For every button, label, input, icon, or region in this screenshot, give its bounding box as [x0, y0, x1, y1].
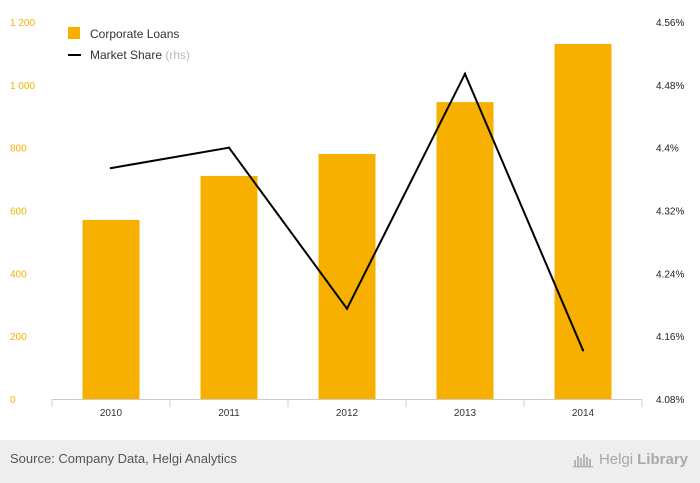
chart: 0 200 400 600 800 1 000 1 200 4.08% 4.16% 4.24% 4.…: [10, 18, 684, 419]
market-share-point[interactable]: [345, 307, 349, 310]
x-axis-tick-label: 2014: [572, 408, 595, 419]
legend-swatch-corporate-loans: [68, 27, 80, 39]
x-axis-tick-label: 2012: [336, 408, 359, 419]
bar[interactable]: [318, 153, 376, 399]
right-axis-tick-label: 4.24%: [656, 269, 684, 280]
left-axis-tick-label: 200: [10, 332, 27, 343]
chart-svg: 0 200 400 600 800 1 000 1 200 4.08% 4.16% 4.24% 4.…: [10, 18, 684, 419]
left-axis-tick-label: 400: [10, 269, 27, 280]
market-share-point[interactable]: [227, 146, 231, 149]
bar[interactable]: [82, 219, 140, 399]
x-axis-tick-label: 2013: [454, 408, 477, 419]
legend-label-rhs-suffix: (rhs): [165, 48, 190, 62]
bar[interactable]: [554, 43, 612, 399]
left-axis-tick-label: 1 000: [10, 81, 35, 92]
market-share-point[interactable]: [581, 349, 585, 352]
market-share-point[interactable]: [463, 72, 467, 76]
right-axis-tick-label: 4.32%: [656, 207, 684, 218]
brand-name-part1: Helgi: [598, 450, 634, 468]
x-axis-tick-label: 2010: [100, 408, 123, 419]
left-axis-tick-label: 600: [10, 207, 27, 218]
legend-label-market-share[interactable]: Market Share (rhs): [90, 48, 190, 62]
right-axis-tick-label: 4.16%: [656, 332, 684, 343]
source-note: Source: Company Data, Helgi Analytics: [10, 451, 237, 466]
bar[interactable]: [200, 175, 258, 399]
left-axis-tick-label: 800: [10, 144, 27, 155]
footer: Source: Company Data, Helgi Analytics He…: [0, 440, 700, 483]
right-axis-tick-label: 4.4%: [656, 144, 679, 155]
legend-label-corporate-loans[interactable]: Corporate Loans: [90, 27, 179, 41]
brand-logo[interactable]: Helgi Library: [572, 450, 688, 468]
x-axis-tick-label: 2011: [218, 408, 240, 419]
helgi-library-icon: [572, 454, 593, 468]
bar[interactable]: [436, 102, 494, 400]
left-axis-tick-label: 1 200: [10, 18, 35, 29]
brand-name-part2: Library: [637, 450, 688, 468]
right-axis-tick-label: 4.08%: [656, 395, 684, 406]
right-axis-tick-label: 4.48%: [656, 81, 684, 92]
right-axis-tick-label: 4.56%: [656, 18, 684, 29]
market-share-point[interactable]: [109, 166, 113, 170]
left-axis-tick-label: 0: [10, 395, 16, 406]
